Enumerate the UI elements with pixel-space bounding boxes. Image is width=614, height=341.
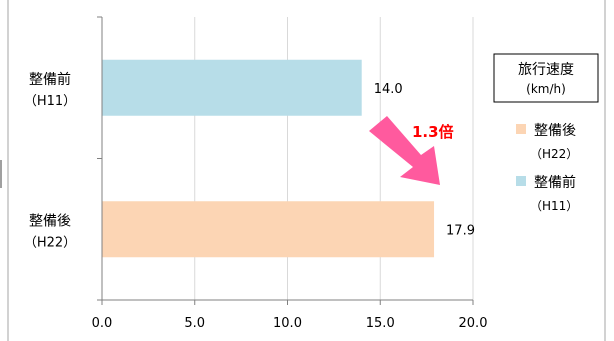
data-labels: 14.0 17.9 bbox=[374, 82, 475, 239]
x-tick-label: 0.0 bbox=[92, 316, 113, 331]
legend-title: 旅行速度 bbox=[518, 62, 574, 78]
increase-arrow bbox=[369, 116, 440, 185]
legend-sublabel: （H22） bbox=[530, 147, 578, 161]
category-label: 整備後 bbox=[29, 213, 71, 229]
legend-unit: (km/h) bbox=[526, 82, 566, 96]
bars bbox=[102, 59, 435, 258]
legend-title-box bbox=[493, 53, 599, 103]
category-sublabel: （H11） bbox=[24, 94, 76, 109]
x-tick-label: 20.0 bbox=[459, 316, 488, 331]
legend-sublabel: （H11） bbox=[530, 199, 578, 213]
legend-label: 整備前 bbox=[534, 174, 576, 191]
legend-label: 整備後 bbox=[534, 123, 576, 139]
x-tick-label: 15.0 bbox=[366, 316, 395, 331]
x-tick-label: 10.0 bbox=[273, 316, 302, 331]
ratio-annotation: 1.3倍 bbox=[412, 123, 454, 141]
x-tick-label: 5.0 bbox=[184, 316, 205, 331]
category-label: 整備前 bbox=[29, 71, 71, 88]
legend-swatch bbox=[516, 124, 526, 134]
legend-swatch bbox=[516, 176, 526, 186]
axes bbox=[97, 16, 474, 305]
legend: 旅行速度 (km/h) 整備後 （H22） 整備前 （H11） bbox=[493, 53, 599, 213]
category-labels: 整備前 （H11） 整備後 （H22） bbox=[24, 71, 76, 251]
x-tick-labels: 0.0 5.0 10.0 15.0 20.0 bbox=[92, 316, 488, 331]
category-sublabel: （H22） bbox=[24, 235, 76, 250]
data-label: 17.9 bbox=[446, 223, 475, 238]
bar bbox=[102, 59, 362, 116]
bar bbox=[102, 201, 435, 258]
data-label: 14.0 bbox=[374, 82, 403, 97]
